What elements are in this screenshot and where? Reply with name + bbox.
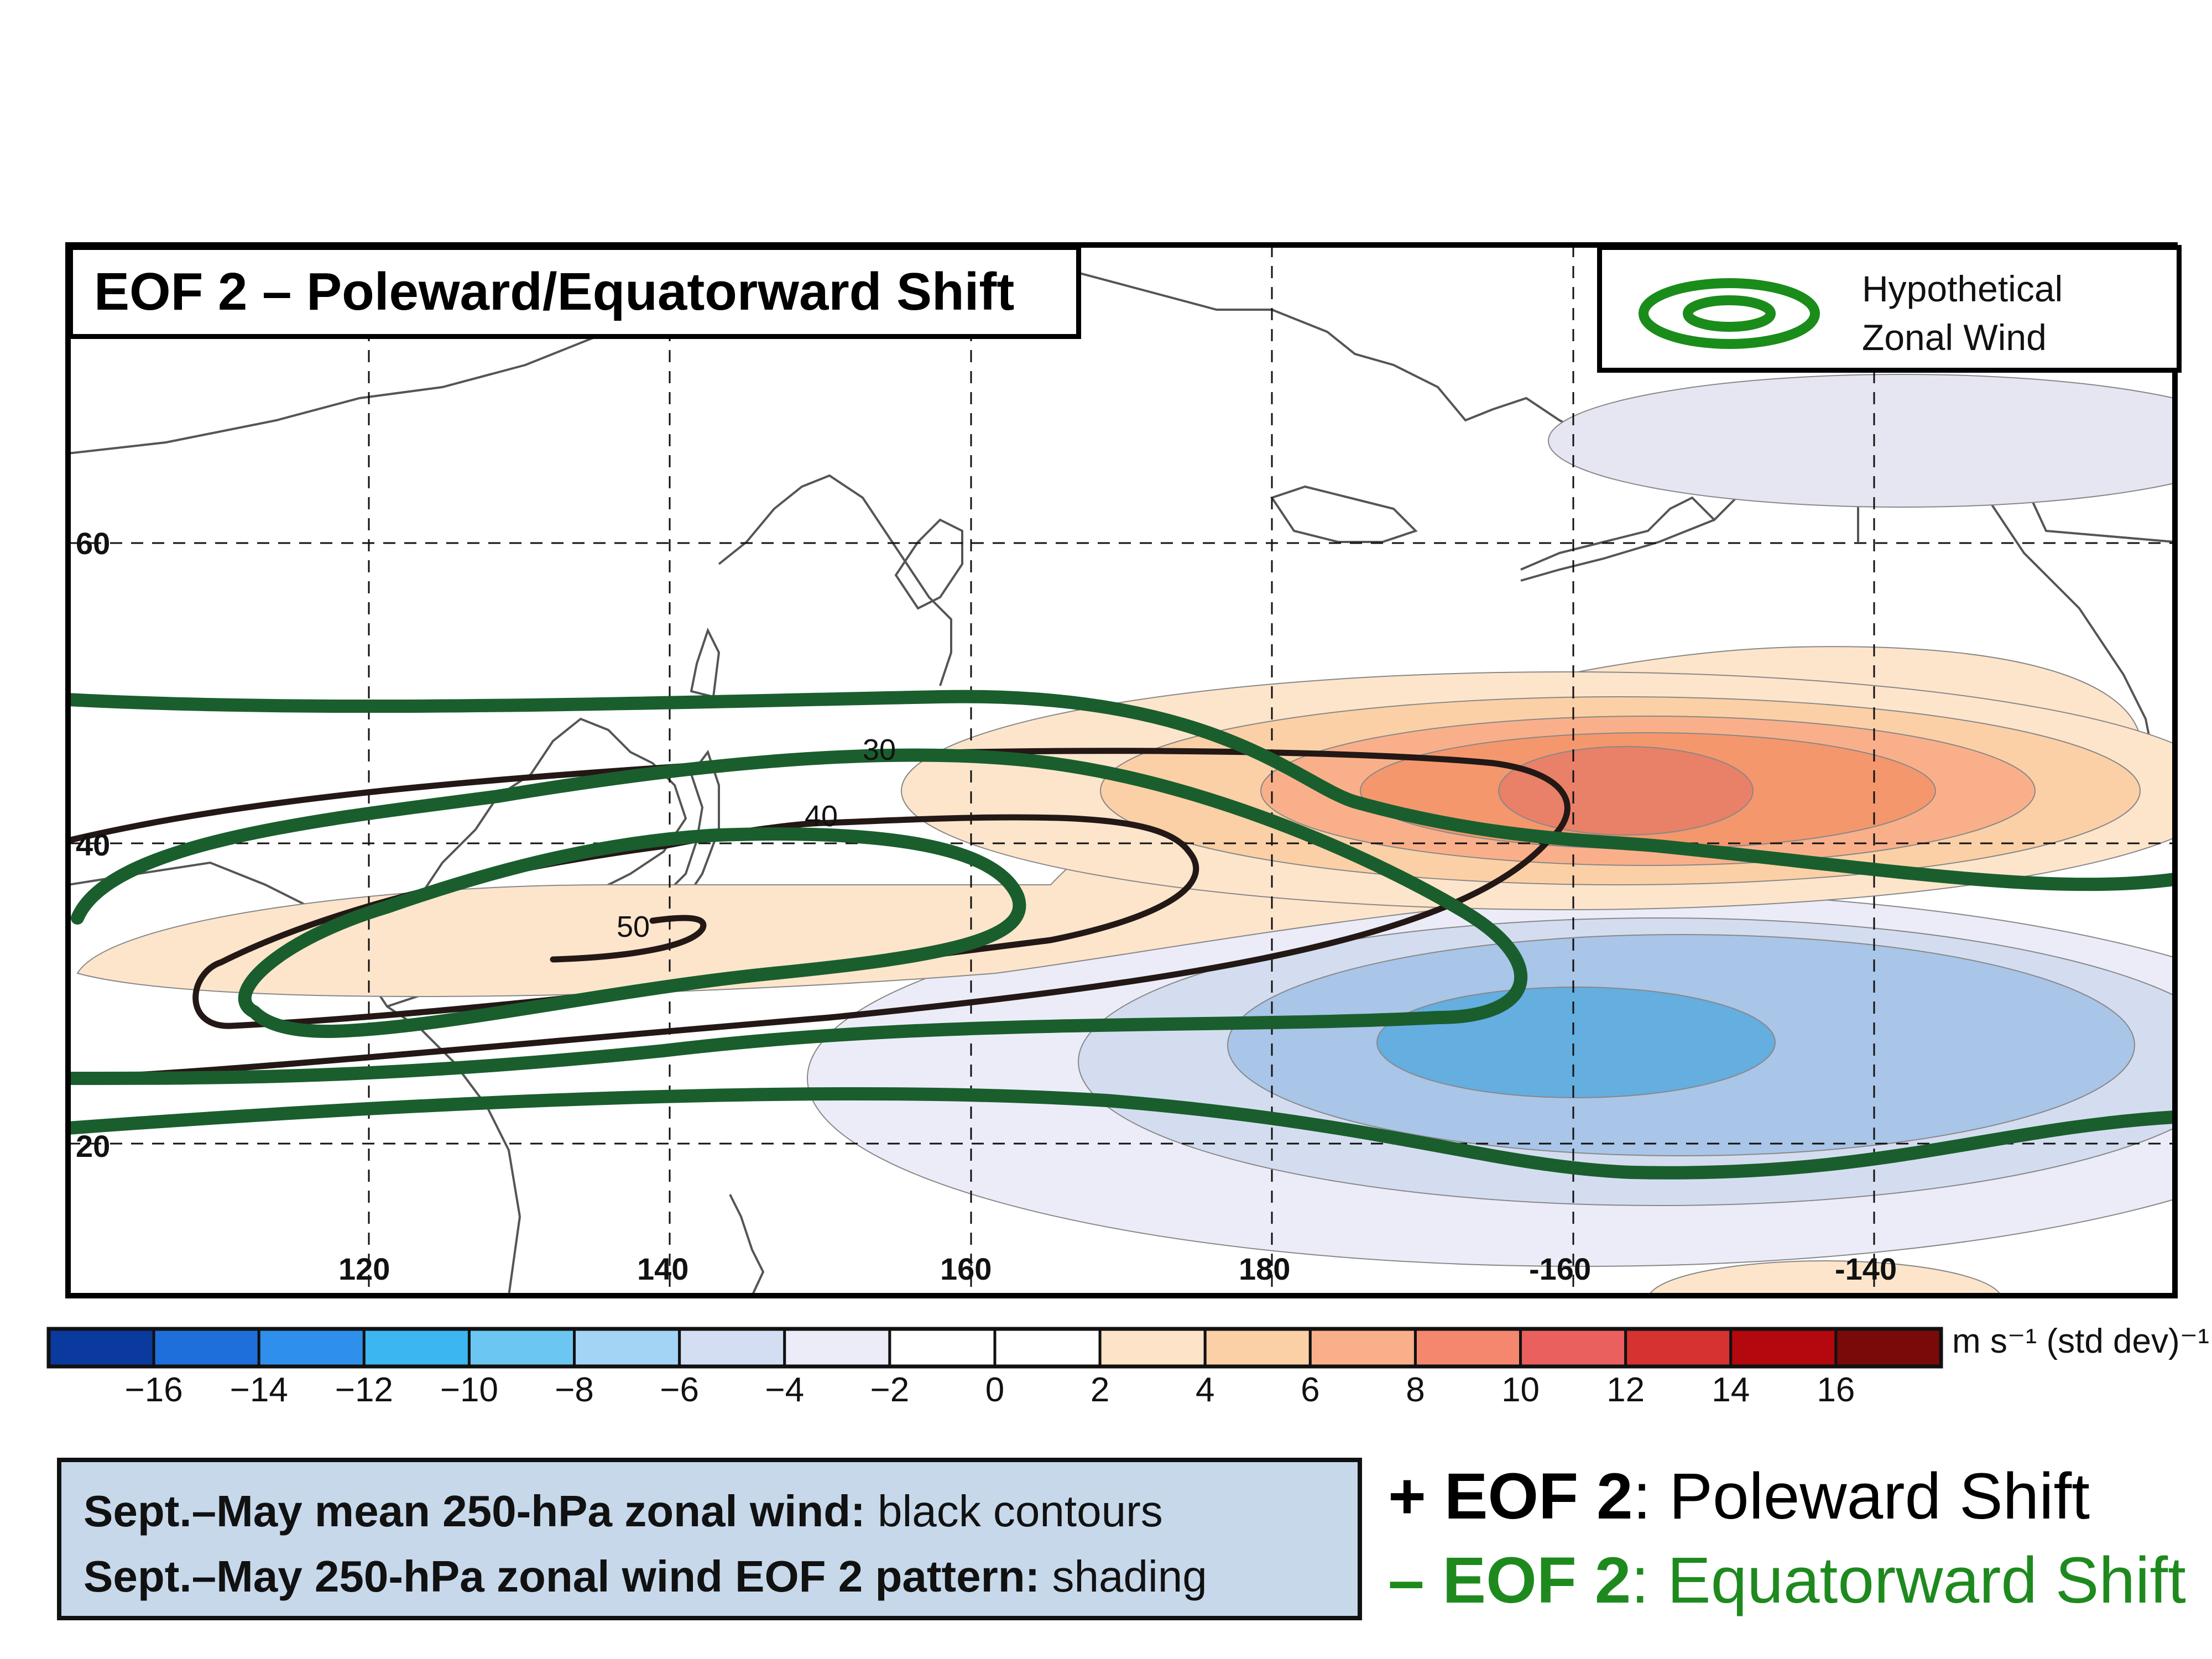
map-frame: [65, 242, 2178, 1298]
caption-line1: Sept.–May mean 250-hPa zonal wind: black…: [84, 1479, 1358, 1544]
colorbar-swatch: [993, 1327, 1102, 1368]
eof-positive-line: + EOF 2: Poleward Shift: [1388, 1454, 2186, 1538]
eof-positive-bold: + EOF 2: [1388, 1460, 1633, 1533]
caption-line2-rest: shading: [1040, 1552, 1207, 1601]
graticule: [68, 245, 2175, 1296]
lat-label-60: 60: [76, 526, 111, 561]
colorbar-tick-label: −4: [765, 1371, 805, 1409]
colorbar-tick-label: 10: [1501, 1371, 1540, 1409]
colorbar-tick-label: 8: [1406, 1371, 1425, 1409]
colorbar-swatch: [152, 1327, 260, 1368]
eof-positive-rest: : Poleward Shift: [1632, 1460, 2090, 1533]
colorbar-tick-label: −2: [870, 1371, 910, 1409]
colorbar-swatch: [783, 1327, 891, 1368]
colorbar-swatch: [1308, 1327, 1417, 1368]
colorbar-swatch: [573, 1327, 681, 1368]
lon-label-minus160: -160: [1529, 1251, 1592, 1286]
lon-label-140: 140: [637, 1251, 689, 1286]
contour-label-50: 50: [617, 910, 650, 943]
caption-line1-rest: black contours: [865, 1486, 1163, 1536]
colorbar-tick-label: −6: [660, 1371, 700, 1409]
colorbar-tick-label: 6: [1301, 1371, 1320, 1409]
colorbar-tick-label: −12: [335, 1371, 393, 1409]
lon-label-minus140: -140: [1835, 1251, 1897, 1286]
caption-box: Sept.–May mean 250-hPa zonal wind: black…: [57, 1458, 1362, 1620]
legend-box: Hypothetical Zonal Wind: [1597, 245, 2182, 373]
colorbar-tick-label: 0: [985, 1371, 1005, 1409]
colorbar-swatch: [1729, 1327, 1838, 1368]
caption-line2-bold: Sept.–May 250-hPa zonal wind EOF 2 patte…: [84, 1552, 1040, 1601]
green-concentric-ellipses-icon: [1639, 278, 1820, 349]
eof-negative-line: – EOF 2: Equatorward Shift: [1388, 1538, 2186, 1623]
lat-label-40: 40: [76, 827, 111, 862]
hypothetical-zonal-wind: [68, 690, 2175, 1180]
colorbar-swatch: [1203, 1327, 1312, 1368]
colorbar-swatch: [678, 1327, 786, 1368]
colorbar-tick-label: 14: [1712, 1371, 1750, 1409]
eof-negative-bold: – EOF 2: [1388, 1544, 1631, 1617]
colorbar-swatch: [1624, 1327, 1733, 1368]
colorbar-tick-label: −16: [124, 1371, 183, 1409]
colorbar-tick-label: 16: [1817, 1371, 1855, 1409]
positive-anomaly-shading: [76, 646, 2175, 1296]
map-title: EOF 2 – Poleward/Equatorward Shift: [68, 245, 1081, 339]
colorbar-frame: [46, 1327, 1943, 1369]
contour-label-30: 30: [863, 733, 896, 766]
colorbar-swatch: [1413, 1327, 1522, 1368]
colorbar-swatch: [1098, 1327, 1207, 1368]
lat-label-20: 20: [76, 1129, 111, 1164]
colorbar-tick-label: 12: [1606, 1371, 1645, 1409]
colorbar-tick-label: −14: [229, 1371, 288, 1409]
colorbar: [46, 1327, 1943, 1369]
lon-label-180: 180: [1239, 1251, 1291, 1286]
colorbar-swatch: [1834, 1327, 1943, 1368]
legend-line1: Hypothetical: [1862, 268, 2063, 309]
legend-line2: Zonal Wind: [1862, 317, 2047, 358]
colorbar-swatch: [47, 1327, 155, 1368]
colorbar-tick-label: 2: [1090, 1371, 1110, 1409]
lon-label-120: 120: [338, 1251, 390, 1286]
caption-line2: Sept.–May 250-hPa zonal wind EOF 2 patte…: [84, 1544, 1358, 1609]
colorbar-tick-label: −8: [555, 1371, 594, 1409]
colorbar-swatch: [362, 1327, 471, 1368]
eof-negative-rest: : Equatorward Shift: [1631, 1544, 2186, 1617]
colorbar-units: m s⁻¹ (std dev)⁻¹: [1952, 1322, 2210, 1360]
colorbar-swatch: [1519, 1327, 1627, 1368]
lon-label-160: 160: [940, 1251, 992, 1286]
legend-text: Hypothetical Zonal Wind: [1862, 264, 2063, 362]
colorbar-tick-label: 4: [1195, 1371, 1215, 1409]
eof-legend: + EOF 2: Poleward Shift – EOF 2: Equator…: [1388, 1454, 2186, 1623]
caption-line1-bold: Sept.–May mean 250-hPa zonal wind:: [84, 1486, 865, 1536]
colorbar-tick-label: −10: [440, 1371, 499, 1409]
colorbar-swatch: [467, 1327, 576, 1368]
colorbar-swatch: [257, 1327, 366, 1368]
contour-label-40: 40: [805, 800, 838, 833]
colorbar-swatch: [888, 1327, 997, 1368]
